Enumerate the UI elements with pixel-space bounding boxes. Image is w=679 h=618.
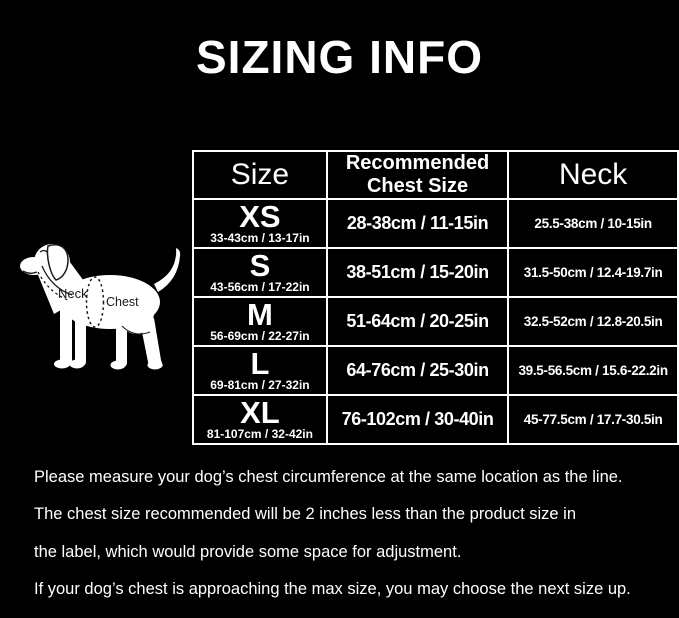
neck-range: 45-77.5cm / 17.7-30.5in bbox=[507, 394, 679, 445]
dog-ear bbox=[46, 244, 69, 281]
dog-silhouette bbox=[20, 244, 181, 370]
chest-measure-ellipse bbox=[85, 276, 105, 328]
hind-thigh-line bbox=[121, 325, 151, 335]
chest-range: 51-64cm / 20-25in bbox=[325, 296, 510, 347]
table-header-row: Size Recommended Chest Size Neck bbox=[192, 150, 679, 200]
note-line: the label, which would provide some spac… bbox=[34, 542, 462, 561]
size-product-range: 56-69cm / 22-27in bbox=[210, 329, 310, 344]
size-cell: XL 81-107cm / 32-42in bbox=[192, 394, 328, 445]
note-line: If your dog’s chest is approaching the m… bbox=[34, 580, 631, 599]
dog-front-leg-far bbox=[75, 302, 86, 366]
dog-measurement-diagram: Neck Chest bbox=[20, 244, 181, 370]
header-size: Size bbox=[192, 150, 328, 200]
size-label: S bbox=[249, 247, 271, 283]
measurement-notes: Please measure your dog’s chest circumfe… bbox=[34, 459, 674, 609]
sizing-table: Size Recommended Chest Size Neck XS 33-4… bbox=[192, 150, 679, 445]
neck-range: 32.5-52cm / 12.8-20.5in bbox=[507, 296, 679, 347]
table-row-m: M 56-69cm / 22-27in 51-64cm / 20-25in 32… bbox=[192, 296, 679, 347]
dog-eye bbox=[39, 249, 48, 253]
size-cell: L 69-81cm / 27-32in bbox=[192, 345, 328, 396]
size-product-range: 69-81cm / 27-32in bbox=[210, 378, 310, 393]
note-line: Please measure your dog’s chest circumfe… bbox=[34, 468, 623, 486]
table-row-xs: XS 33-43cm / 13-17in 28-38cm / 11-15in 2… bbox=[192, 198, 679, 249]
chest-label: Chest bbox=[106, 295, 139, 309]
size-product-range: 33-43cm / 13-17in bbox=[210, 231, 310, 246]
size-label: L bbox=[250, 345, 270, 381]
size-product-range: 43-56cm / 17-22in bbox=[210, 280, 310, 295]
dog-hind-leg-far bbox=[116, 320, 127, 367]
size-label: M bbox=[247, 296, 273, 332]
size-cell: M 56-69cm / 22-27in bbox=[192, 296, 328, 347]
note-line: The chest size recommended will be 2 inc… bbox=[34, 505, 577, 524]
chest-range: 28-38cm / 11-15in bbox=[325, 198, 510, 249]
dog-hind-paw-near bbox=[147, 360, 163, 370]
dog-hind-paw-far bbox=[110, 360, 126, 370]
chest-range: 64-76cm / 25-30in bbox=[325, 345, 510, 396]
dog-details bbox=[22, 244, 151, 335]
table-row-xl: XL 81-107cm / 32-42in 76-102cm / 30-40in… bbox=[192, 394, 679, 445]
table-row-l: L 69-81cm / 27-32in 64-76cm / 25-30in 39… bbox=[192, 345, 679, 396]
dog-hind-leg-near bbox=[140, 318, 163, 367]
neck-range: 25.5-38cm / 10-15in bbox=[507, 198, 679, 249]
neck-label: Neck bbox=[58, 286, 88, 301]
header-chest: Recommended Chest Size bbox=[325, 150, 510, 200]
dog-front-paw-far bbox=[69, 359, 85, 369]
dog-mouth bbox=[22, 270, 38, 274]
size-label: XL bbox=[240, 394, 280, 430]
chest-range: 76-102cm / 30-40in bbox=[325, 394, 510, 445]
page-title: SIZING INFO bbox=[196, 31, 483, 83]
neck-range: 39.5-56.5cm / 15.6-22.2in bbox=[507, 345, 679, 396]
dog-front-leg-near bbox=[60, 298, 72, 366]
table-row-s: S 43-56cm / 17-22in 38-51cm / 15-20in 31… bbox=[192, 247, 679, 298]
size-label: XS bbox=[239, 198, 281, 234]
dog-front-paw-near bbox=[54, 359, 70, 369]
size-cell: XS 33-43cm / 13-17in bbox=[192, 198, 328, 249]
dog-tail bbox=[154, 248, 181, 292]
chest-range: 38-51cm / 15-20in bbox=[325, 247, 510, 298]
neck-measure-line-solid bbox=[41, 265, 73, 296]
neck-range: 31.5-50cm / 12.4-19.7in bbox=[507, 247, 679, 298]
size-cell: S 43-56cm / 17-22in bbox=[192, 247, 328, 298]
size-product-range: 81-107cm / 32-42in bbox=[206, 427, 313, 442]
header-neck: Neck bbox=[507, 150, 679, 200]
